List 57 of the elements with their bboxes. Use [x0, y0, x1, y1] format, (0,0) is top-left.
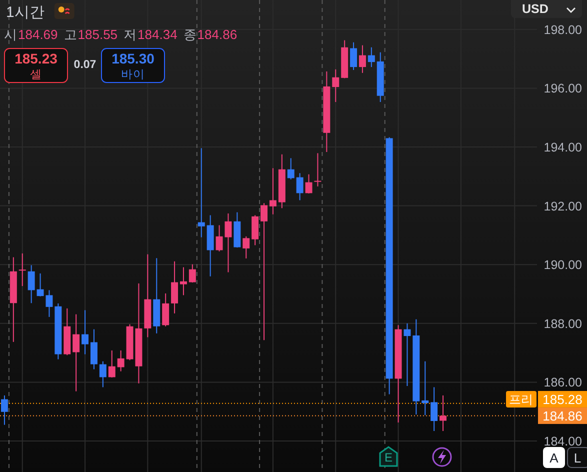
candlestick — [82, 310, 89, 355]
candlestick — [0, 394, 8, 426]
annotation: 저 — [124, 27, 137, 42]
annotation: 고 — [64, 27, 77, 42]
annotation: 바이 — [121, 69, 145, 81]
candlestick — [332, 68, 340, 103]
candlestick — [171, 260, 178, 314]
annotation: 프리 — [509, 392, 534, 407]
y-tick-label: 184.00 — [544, 434, 582, 448]
candlestick — [117, 350, 124, 372]
candlestick — [18, 252, 26, 287]
y-tick-label: 198.00 — [544, 22, 582, 37]
candlestick — [368, 46, 375, 68]
annotation: 0.07 — [74, 59, 96, 71]
candlestick — [350, 42, 358, 70]
annotation: 185.23 — [14, 50, 58, 66]
candlestick — [188, 264, 196, 284]
candlestick — [90, 328, 98, 370]
y-tick-label: 192.00 — [544, 199, 582, 214]
title: 1시간 — [6, 4, 44, 21]
y-tick-label: 188.00 — [544, 316, 582, 331]
y-tick-label: 194.00 — [544, 140, 582, 154]
annotation: USD — [522, 2, 548, 16]
candlestick — [305, 174, 312, 194]
annotation: 185.30 — [112, 50, 155, 66]
candlestick — [430, 386, 438, 432]
annotation: 시 — [4, 27, 17, 42]
annotation: 종 — [183, 27, 196, 42]
candlestick — [108, 350, 116, 378]
candlestick — [72, 314, 80, 392]
annotation: 셀 — [30, 69, 42, 81]
candlestick — [404, 322, 411, 387]
annotation: 185.55 — [78, 27, 118, 42]
candlestick — [296, 172, 304, 201]
candlestick — [358, 44, 366, 74]
annotation: E — [384, 450, 393, 464]
candlestick — [260, 202, 268, 341]
candlestick — [242, 236, 250, 259]
candlestick — [287, 158, 294, 180]
candlestick — [28, 264, 35, 304]
candlestick — [99, 360, 106, 388]
candlestick — [314, 152, 322, 187]
y-tick-label: 196.00 — [544, 82, 582, 96]
ref-line-label: 184.86 — [542, 408, 582, 424]
candlestick — [162, 292, 170, 327]
candlestick — [440, 394, 447, 432]
annotation: 184.69 — [18, 27, 58, 42]
annotation: 184.34 — [138, 27, 178, 42]
y-tick-label: 186.00 — [544, 376, 582, 390]
candlestick — [198, 148, 205, 238]
candlestick — [180, 266, 187, 296]
candlestick — [422, 360, 429, 416]
candlestick — [252, 214, 259, 246]
annotation: 184.86 — [197, 27, 238, 42]
y-tick-label: 190.00 — [544, 258, 582, 272]
candlestick — [269, 168, 276, 215]
ref-line-label: 185.28 — [542, 392, 582, 407]
